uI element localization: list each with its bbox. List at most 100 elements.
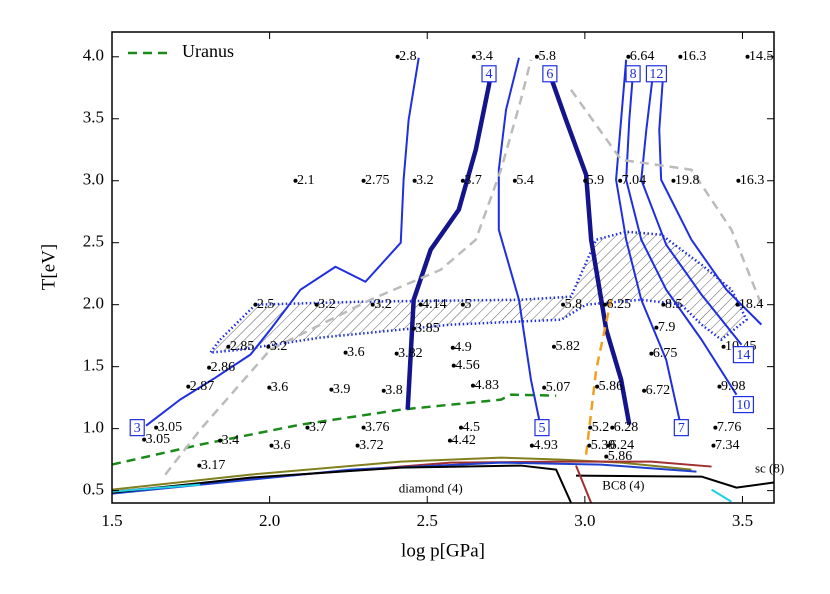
point-label: 3.2 bbox=[374, 297, 392, 312]
series-line bbox=[112, 461, 697, 495]
x-tick-label: 3.0 bbox=[574, 511, 595, 530]
point-label: 3.7 bbox=[309, 420, 327, 435]
data-point bbox=[411, 326, 416, 331]
point-label: 5.86 bbox=[599, 379, 624, 394]
plot-area bbox=[112, 57, 774, 503]
data-point bbox=[618, 178, 623, 183]
curve-label-box bbox=[625, 65, 641, 83]
curve-label-box bbox=[732, 346, 755, 364]
data-point bbox=[226, 344, 231, 349]
data-point bbox=[561, 302, 566, 307]
data-point bbox=[583, 178, 588, 183]
curve-label: 12 bbox=[649, 67, 663, 82]
point-label: 3.2 bbox=[270, 339, 288, 354]
data-point bbox=[512, 178, 517, 183]
curve-label-box bbox=[534, 419, 550, 437]
point-label: 4.83 bbox=[474, 378, 499, 393]
point-label: 3.6 bbox=[271, 380, 289, 395]
data-point bbox=[269, 443, 274, 448]
point-label: 6.64 bbox=[630, 49, 655, 64]
data-point bbox=[610, 425, 615, 430]
point-label: 3.7 bbox=[464, 173, 482, 188]
point-label: 3.17 bbox=[201, 458, 226, 473]
data-point bbox=[394, 351, 399, 356]
data-point bbox=[458, 425, 463, 430]
data-point bbox=[451, 363, 456, 368]
data-point bbox=[447, 438, 452, 443]
point-label: 4.5 bbox=[462, 420, 480, 435]
point-label: 3.6 bbox=[347, 345, 365, 360]
curve-label: 4 bbox=[486, 67, 493, 82]
point-label: 18.4 bbox=[739, 297, 764, 312]
data-point bbox=[412, 178, 417, 183]
data-point bbox=[361, 425, 366, 430]
curve-label: 8 bbox=[630, 67, 637, 82]
point-label: 5.2 bbox=[592, 420, 610, 435]
y-tick-label: 0.5 bbox=[83, 480, 104, 499]
curve-label: 10 bbox=[736, 398, 750, 413]
point-label: 5.86 bbox=[608, 449, 633, 464]
x-axis-label: log p[GPa] bbox=[401, 540, 485, 561]
data-point bbox=[266, 344, 271, 349]
point-label: 8.5 bbox=[665, 297, 683, 312]
overlay: 1.5 2.0 2.5 3.0 3.5 0.5 1.0 1.5 2.0 2.5 3.0 3.5 4.0 2… bbox=[83, 32, 784, 530]
point-label: 5.07 bbox=[546, 380, 571, 395]
data-point bbox=[470, 383, 475, 388]
point-label: 5.82 bbox=[555, 339, 580, 354]
data-point bbox=[542, 385, 547, 390]
point-label: 2.5 bbox=[257, 297, 275, 312]
data-point bbox=[154, 425, 159, 430]
point-label: 7.04 bbox=[622, 173, 647, 188]
data-point bbox=[678, 54, 683, 59]
data-point bbox=[626, 54, 631, 59]
curve-label: 5 bbox=[538, 421, 545, 436]
data-point bbox=[207, 365, 212, 370]
data-point bbox=[355, 443, 360, 448]
data-point bbox=[604, 454, 609, 459]
series-line bbox=[112, 393, 557, 466]
series-line bbox=[145, 57, 420, 427]
point-label: 6.25 bbox=[607, 297, 632, 312]
data-point bbox=[343, 350, 348, 355]
curve-label-box bbox=[481, 65, 497, 83]
point-label: 16.3 bbox=[682, 49, 707, 64]
series-line bbox=[112, 483, 201, 493]
point-label: 6.24 bbox=[610, 438, 635, 453]
y-tick-label: 2.0 bbox=[83, 294, 104, 313]
point-label: 5.8 bbox=[565, 297, 583, 312]
series-line bbox=[625, 71, 738, 396]
series-line bbox=[497, 57, 541, 420]
point-label: 6.72 bbox=[646, 383, 671, 398]
data-point bbox=[460, 302, 465, 307]
data-point bbox=[606, 443, 611, 448]
data-point bbox=[587, 443, 592, 448]
data-point bbox=[534, 54, 539, 59]
data-point bbox=[736, 178, 741, 183]
curve-label: 7 bbox=[678, 421, 685, 436]
point-label: 2.86 bbox=[211, 360, 236, 375]
point-label: 4.14 bbox=[422, 297, 447, 312]
point-label: 5.39 bbox=[591, 438, 616, 453]
series-line bbox=[405, 71, 494, 410]
point-label: 19.8 bbox=[675, 173, 700, 188]
data-point bbox=[649, 351, 654, 356]
data-point bbox=[717, 384, 722, 389]
series-line bbox=[711, 488, 732, 503]
point-label: 2.75 bbox=[365, 173, 390, 188]
data-point bbox=[603, 302, 608, 307]
data-point bbox=[218, 438, 223, 443]
data-point bbox=[735, 302, 740, 307]
series-line bbox=[658, 71, 763, 326]
point-label: 5.8 bbox=[538, 49, 556, 64]
curve-label: 3 bbox=[134, 421, 141, 436]
point-label: 7.76 bbox=[717, 420, 742, 435]
point-label: 2.1 bbox=[297, 173, 315, 188]
series-line bbox=[569, 89, 763, 306]
data-point bbox=[460, 178, 465, 183]
data-point bbox=[197, 463, 202, 468]
point-label: 3.8 bbox=[385, 383, 403, 398]
data-point bbox=[395, 54, 400, 59]
curve-label: 6 bbox=[546, 67, 553, 82]
data-point bbox=[595, 384, 600, 389]
